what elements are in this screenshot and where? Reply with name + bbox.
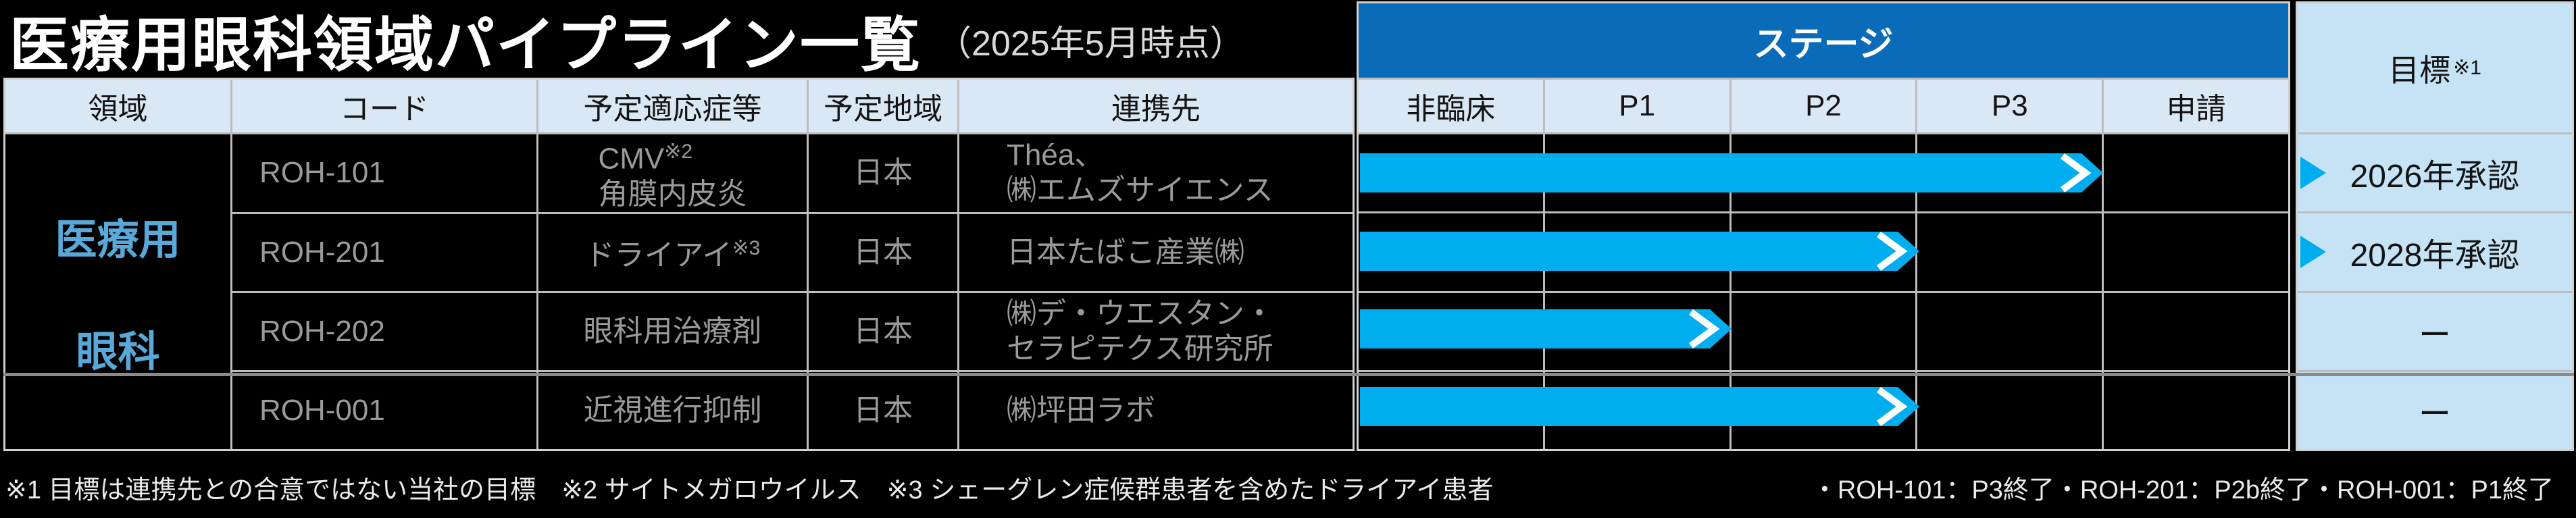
stage-grid-cell	[2104, 292, 2288, 370]
goal-row3-text: ー	[2418, 317, 2451, 353]
title-date-note: （2025年5月時点）	[936, 24, 1245, 63]
goal-row2-text: 2028年承認	[2350, 238, 2520, 274]
row1-indication-note: ※2	[664, 140, 693, 163]
row2-indication-note: ※3	[732, 237, 761, 260]
goal-header-label: 目標	[2388, 52, 2451, 88]
col-header-partner: 連携先	[959, 80, 1353, 132]
row2-indication: ドライアイ※3	[538, 213, 807, 291]
stage-col-p1: P1	[1544, 80, 1729, 132]
stage-grid-cell	[2104, 134, 2288, 212]
area-line2: 眼科	[76, 329, 160, 375]
col-header-region: 予定地域	[809, 80, 957, 132]
row3-indication-main: 眼科用治療剤	[583, 314, 762, 348]
goal-header: 目標 ※1	[2298, 3, 2572, 132]
stage-arrows-overlay	[1359, 135, 2288, 446]
progress-arrow-roh202	[1360, 309, 1732, 348]
row2-partner-line1: 日本たばこ産業㈱	[1007, 235, 1244, 269]
progress-arrow-roh201	[1360, 232, 1919, 271]
footnote-left: ※1 目標は連携先との合意ではない当社の目標 ※2 サイトメガロウイルス ※3 …	[5, 476, 1494, 504]
row3-region: 日本	[809, 292, 957, 370]
stage-grid-cell	[1917, 213, 2102, 291]
row4-partner-line1: ㈱坪田ラボ	[1007, 393, 1155, 427]
footnote-right: ・ROH-101：P3終了・ROH-201：P2b終了・ROH-001：P1終了	[1811, 476, 2554, 504]
row2-code: ROH-201	[232, 213, 536, 291]
stage-header-band: ステージ	[1359, 3, 2288, 78]
goal-row2: 2028年承認	[2298, 213, 2572, 291]
goal-table: 目標 ※1 2026年承認 2028年承認 ー ー	[2296, 1, 2574, 451]
row3-partner-line2: セラピテクス研究所	[1007, 332, 1273, 365]
row1-partner: Théa、 ㈱エムズサイエンス	[959, 134, 1353, 212]
row2-partner: 日本たばこ産業㈱	[959, 213, 1353, 291]
stage-col-p3: P3	[1917, 80, 2102, 132]
col-header-area: 領域	[5, 80, 230, 132]
area-merged-cell: 医療用 眼科	[5, 134, 230, 449]
goal-row1-text: 2026年承認	[2350, 159, 2520, 195]
row1-indication-main: CMV	[598, 142, 665, 176]
goal-row4: ー	[2298, 371, 2572, 449]
row1-code: ROH-101	[232, 134, 536, 212]
row3-code: ROH-202	[232, 292, 536, 370]
area-line1: 医療用	[55, 217, 181, 263]
row1-region: 日本	[809, 134, 957, 212]
progress-arrow-roh101	[1360, 153, 2103, 192]
row1-partner-line1: Théa、	[1007, 138, 1105, 172]
footnotes: ※1 目標は連携先との合意ではない当社の目標 ※2 サイトメガロウイルス ※3 …	[5, 469, 2554, 506]
progress-arrow-roh001	[1360, 387, 1919, 426]
goal-marker-icon	[2300, 236, 2326, 269]
stage-grid-cell	[1731, 292, 1916, 370]
row2-indication-main: ドライアイ	[584, 239, 732, 273]
row4-indication: 近視進行抑制	[538, 371, 807, 449]
row4-region: 日本	[809, 371, 957, 449]
stage-grid-cell	[1917, 371, 2102, 449]
col-header-code: コード	[232, 80, 536, 132]
stage-table: ステージ 非臨床 P1 P2 P3 申請	[1357, 1, 2290, 451]
stage-grid-cell	[2104, 213, 2288, 291]
row3-partner-line1: ㈱デ・ウエスタン・	[1007, 296, 1274, 330]
row4-partner: ㈱坪田ラボ	[959, 371, 1353, 449]
pipeline-table-left: 領域 コード 予定適応症等 予定地域 連携先 医療用 眼科 ROH-101 CM…	[3, 78, 1355, 451]
row3-partner: ㈱デ・ウエスタン・ セラピテクス研究所	[959, 292, 1353, 370]
page-title: 医療用眼科領域パイプライン一覧 （2025年5月時点）	[9, 4, 1245, 78]
stage-col-filing: 申請	[2104, 80, 2288, 132]
col-header-indication: 予定適応症等	[538, 80, 807, 132]
row1-partner-line2: ㈱エムズサイエンス	[1007, 174, 1273, 207]
goal-row3: ー	[2298, 292, 2572, 370]
row3-row4-separator	[3, 373, 2574, 376]
stage-col-preclinical: 非臨床	[1359, 80, 1543, 132]
row3-indication: 眼科用治療剤	[538, 292, 807, 370]
goal-marker-icon	[2300, 157, 2326, 190]
stage-grid-cell	[2104, 371, 2288, 449]
stage-grid-cell	[1917, 292, 2102, 370]
row4-indication-main: 近視進行抑制	[583, 393, 762, 427]
goal-row1: 2026年承認	[2298, 134, 2572, 212]
row1-indication-line2: 角膜内皮炎	[598, 177, 747, 211]
stage-col-p2: P2	[1731, 80, 1916, 132]
title-text: 医療用眼科領域パイプライン一覧	[9, 11, 922, 78]
goal-header-note: ※1	[2453, 57, 2481, 79]
row2-region: 日本	[809, 213, 957, 291]
row4-code: ROH-001	[232, 371, 536, 449]
row1-indication: CMV※2 角膜内皮炎	[538, 134, 807, 212]
goal-row4-text: ー	[2418, 396, 2451, 432]
